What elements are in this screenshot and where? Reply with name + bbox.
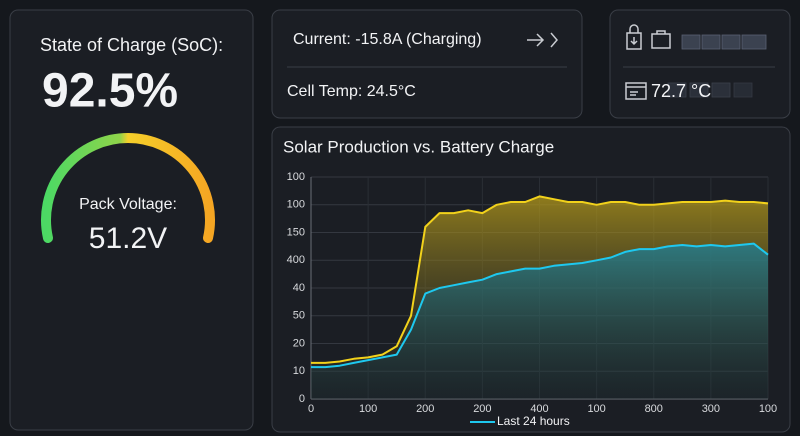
cell-temp: Cell Temp: 24.5°C — [287, 83, 416, 100]
soc-gauge — [41, 133, 215, 243]
x-tick-label: 0 — [308, 403, 314, 415]
y-tick-label: 150 — [287, 226, 305, 238]
soc-label: State of Charge (SoC): — [40, 35, 223, 55]
y-tick-label: 20 — [293, 337, 305, 349]
chart-title: Solar Production vs. Battery Charge — [283, 137, 554, 156]
series-line — [311, 195, 769, 364]
y-tick-label: 400 — [287, 254, 305, 266]
x-tick-label: 100 — [759, 403, 777, 415]
navigate-arrow[interactable] — [527, 32, 558, 48]
x-tick-label: 100 — [359, 403, 377, 415]
solar-panels — [667, 34, 767, 98]
soc-value: 92.5% — [42, 65, 178, 118]
current-text: Current: -15.8A (Charging) — [293, 31, 482, 48]
battery-icon — [625, 82, 647, 100]
x-tick-label: 800 — [645, 403, 663, 415]
x-tick-label: 400 — [530, 403, 548, 415]
temperature: 72.7 °C — [651, 81, 711, 101]
y-tick-label: 10 — [293, 365, 305, 377]
voltage-label: Pack Voltage: — [79, 196, 177, 213]
soc-card — [9, 9, 254, 431]
x-tick-label: 200 — [416, 403, 434, 415]
x-tick-label: 100 — [587, 403, 605, 415]
status-icons — [623, 24, 775, 100]
legend-label: Last 24 hours — [497, 414, 570, 428]
current-card — [271, 9, 583, 119]
y-tick-label: 100 — [287, 171, 305, 183]
case-icon — [651, 30, 671, 49]
y-tick-label: 0 — [299, 393, 305, 405]
series-line — [311, 242, 769, 369]
y-tick-label: 40 — [293, 282, 305, 294]
y-tick-label: 50 — [293, 310, 305, 322]
series-area — [311, 243, 768, 399]
x-tick-label: 300 — [702, 403, 720, 415]
y-tick-label: 100 — [287, 199, 305, 211]
x-tick-label: 200 — [473, 403, 491, 415]
voltage-value: 51.2V — [89, 222, 167, 255]
lock-icon — [626, 24, 642, 50]
